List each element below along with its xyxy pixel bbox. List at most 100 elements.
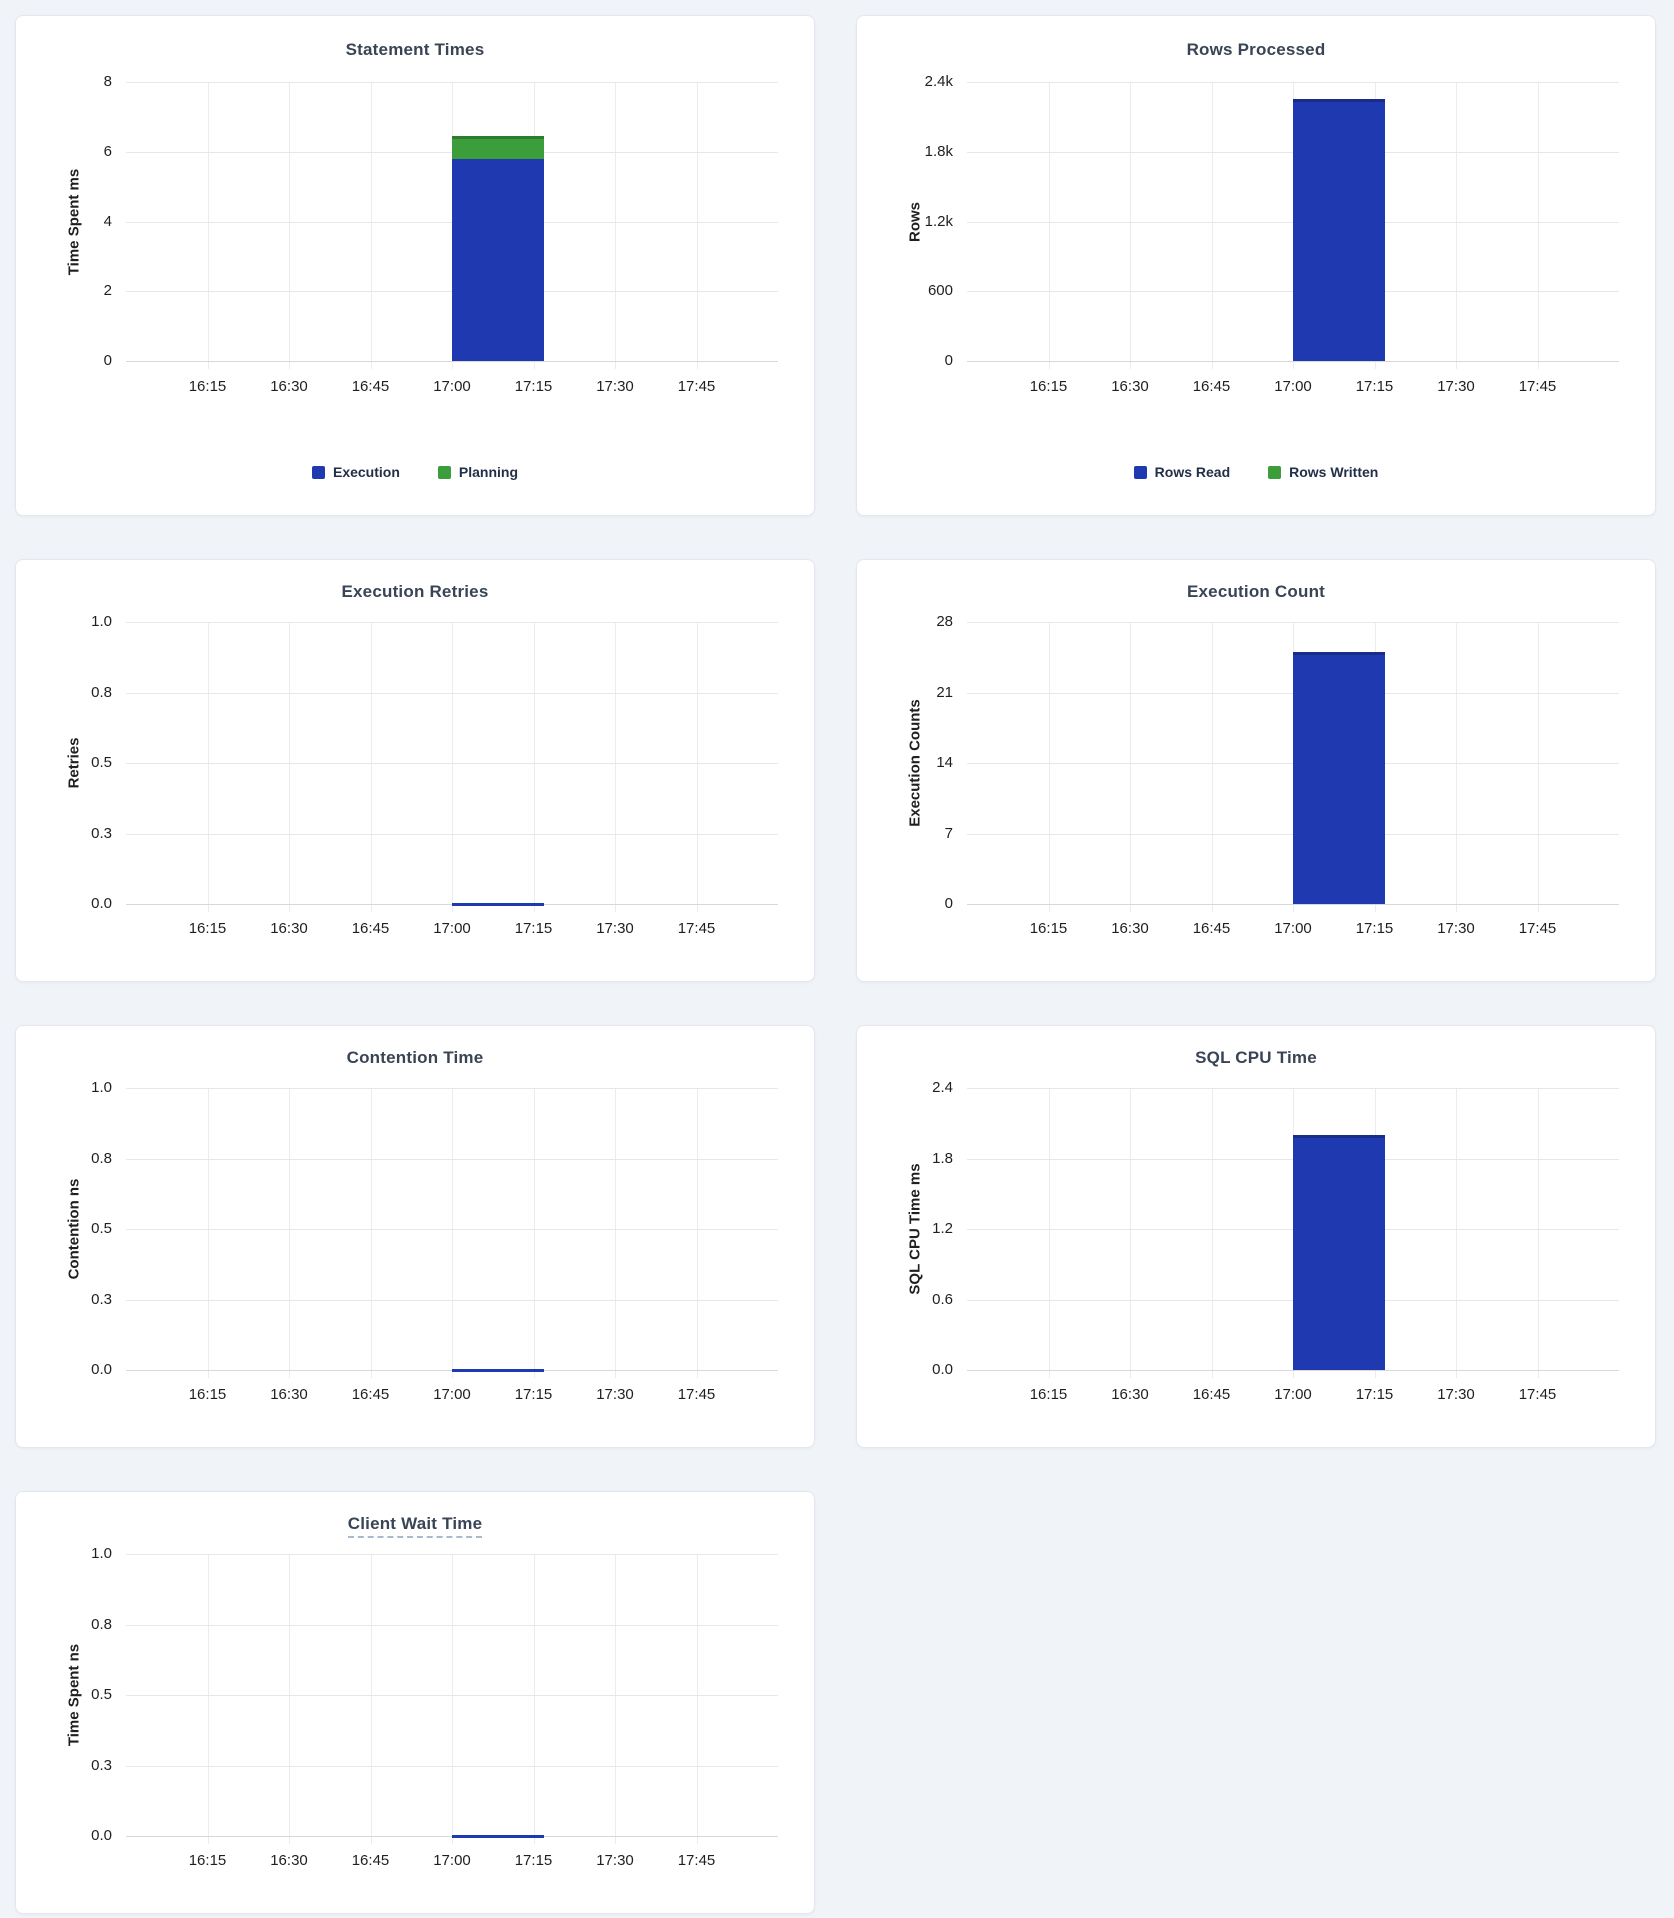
gridline-vertical xyxy=(370,1088,372,1378)
gridline-vertical xyxy=(1211,82,1213,369)
gridline-vertical xyxy=(452,1554,453,1844)
y-tick-label: 2.4 xyxy=(932,1079,953,1096)
y-tick-label: 1.8k xyxy=(924,142,953,160)
bar-top-cap xyxy=(452,136,545,140)
gridline-vertical xyxy=(1211,622,1213,912)
x-tick-label: 16:15 xyxy=(1029,378,1068,395)
chart-title-text: Statement Times xyxy=(345,40,485,59)
x-tick-label: 17:30 xyxy=(1437,378,1475,395)
y-tick-label: 0.0 xyxy=(91,1361,112,1378)
gridline-vertical xyxy=(1130,82,1131,369)
x-tick-label: 16:30 xyxy=(270,378,308,395)
x-tick-label: 16:30 xyxy=(1111,1386,1149,1403)
x-tick-label: 17:15 xyxy=(514,1386,553,1403)
legend-item-execution: Execution xyxy=(311,464,400,480)
y-tick-label: 8 xyxy=(103,73,112,90)
y-tick-label: 1.8 xyxy=(932,1149,953,1167)
x-tick-label: 16:15 xyxy=(188,1852,227,1869)
chart-title: Execution Count xyxy=(857,582,1655,602)
x-tick-label: 17:00 xyxy=(433,1386,471,1403)
chart-title: Client Wait Time xyxy=(16,1514,814,1538)
gridline-vertical xyxy=(370,1554,372,1844)
plot-area: 16:15 16:30 16:45 17:00 17:15 17:30 17:45 0.0 0.… xyxy=(16,1492,814,1913)
gridline-vertical xyxy=(696,622,698,912)
x-tick-label: 17:00 xyxy=(433,920,471,937)
legend-item-rows-written: Rows Written xyxy=(1268,464,1378,480)
x-tick-label: 17:15 xyxy=(514,378,553,395)
chart-title-text: Execution Retries xyxy=(341,582,489,601)
x-tick-label: 17:30 xyxy=(596,1386,634,1403)
legend-item-rows-read: Rows Read xyxy=(1133,464,1231,480)
gridline-vertical xyxy=(289,82,290,369)
x-tick-label: 17:15 xyxy=(514,920,553,937)
chart-title-text: Rows Processed xyxy=(1186,40,1326,59)
x-tick-label: 16:45 xyxy=(1192,378,1231,395)
y-tick-label: 0.5 xyxy=(91,754,112,771)
y-tick-label: 6 xyxy=(103,142,112,160)
x-tick-label: 17:45 xyxy=(1518,920,1557,937)
gridline-vertical xyxy=(1048,82,1050,369)
chart-title: Statement Times xyxy=(16,40,814,60)
x-tick-label: 16:45 xyxy=(1192,920,1231,937)
gridline-vertical xyxy=(207,622,209,912)
gridline-horizontal xyxy=(126,361,778,362)
chart-card-rows-processed: Rows Processed Rows 16:15 16:30 16:45 17:00… xyxy=(856,15,1656,516)
gridline-horizontal xyxy=(967,82,1619,83)
plot-area: 16:15 16:30 16:45 17:00 17:15 17:30 17:45 0 7 14 2… xyxy=(857,560,1655,981)
x-tick-label: 17:15 xyxy=(1355,1386,1394,1403)
x-tick-label: 16:45 xyxy=(351,1852,390,1869)
gridline-vertical xyxy=(615,622,616,912)
bar-top-cap xyxy=(1293,99,1386,103)
gridline-horizontal xyxy=(126,622,778,623)
y-tick-label: 0.3 xyxy=(91,1290,112,1308)
chart-title: Contention Time xyxy=(16,1048,814,1068)
gridline-vertical xyxy=(207,1554,209,1844)
gridline-vertical xyxy=(1211,1088,1213,1378)
x-tick-label: 16:30 xyxy=(1111,378,1149,395)
y-tick-label: 28 xyxy=(936,613,953,630)
y-tick-label: 1.2 xyxy=(932,1220,953,1237)
y-tick-label: 0.8 xyxy=(91,1149,112,1167)
legend-swatch-rows-written xyxy=(1268,465,1282,479)
gridline-horizontal xyxy=(126,833,778,835)
y-tick-label: 0.5 xyxy=(91,1686,112,1703)
plot-area: 16:15 16:30 16:45 17:00 17:15 17:30 17:45 0.0 0.… xyxy=(16,560,814,981)
y-tick-label: 2.4k xyxy=(924,73,953,90)
gridline-horizontal xyxy=(126,82,778,83)
bar-top-cap xyxy=(1293,652,1386,656)
gridline-vertical xyxy=(452,622,453,912)
x-tick-label: 16:45 xyxy=(351,378,390,395)
y-tick-label: 0.0 xyxy=(91,895,112,912)
gridline-vertical xyxy=(696,1088,698,1378)
gridline-horizontal xyxy=(967,1370,1619,1371)
x-tick-label: 17:45 xyxy=(1518,378,1557,395)
gridline-vertical xyxy=(1456,82,1457,369)
y-tick-label: 21 xyxy=(936,683,953,701)
x-tick-label: 17:45 xyxy=(1518,1386,1557,1403)
chart-title-tooltip[interactable]: Client Wait Time xyxy=(347,1514,483,1538)
gridline-horizontal xyxy=(126,1229,778,1230)
legend-label: Rows Read xyxy=(1154,464,1231,480)
gridline-horizontal xyxy=(126,1695,778,1696)
y-tick-label: 0.3 xyxy=(91,824,112,842)
x-tick-label: 17:15 xyxy=(1355,920,1394,937)
x-tick-label: 17:00 xyxy=(1274,1386,1312,1403)
bar-zero-line-client-wait xyxy=(452,1835,545,1838)
gridline-horizontal xyxy=(126,1299,778,1301)
plot-area: 16:15 16:30 16:45 17:00 17:15 17:30 17:45 0.0 0.… xyxy=(16,1026,814,1447)
gridline-vertical xyxy=(1048,622,1050,912)
y-tick-label: 1.0 xyxy=(91,1545,112,1562)
bar-segment-rows-read xyxy=(1293,99,1386,361)
gridline-horizontal xyxy=(967,361,1619,362)
gridline-vertical xyxy=(289,1088,290,1378)
gridline-horizontal xyxy=(126,1088,778,1089)
gridline-vertical xyxy=(370,622,372,912)
x-tick-label: 16:30 xyxy=(270,1852,308,1869)
gridline-horizontal xyxy=(126,1765,778,1767)
gridline-horizontal xyxy=(126,763,778,764)
x-tick-label: 17:00 xyxy=(1274,378,1312,395)
x-tick-label: 16:30 xyxy=(1111,920,1149,937)
y-tick-label: 1.0 xyxy=(91,613,112,630)
gridline-vertical xyxy=(1456,622,1457,912)
